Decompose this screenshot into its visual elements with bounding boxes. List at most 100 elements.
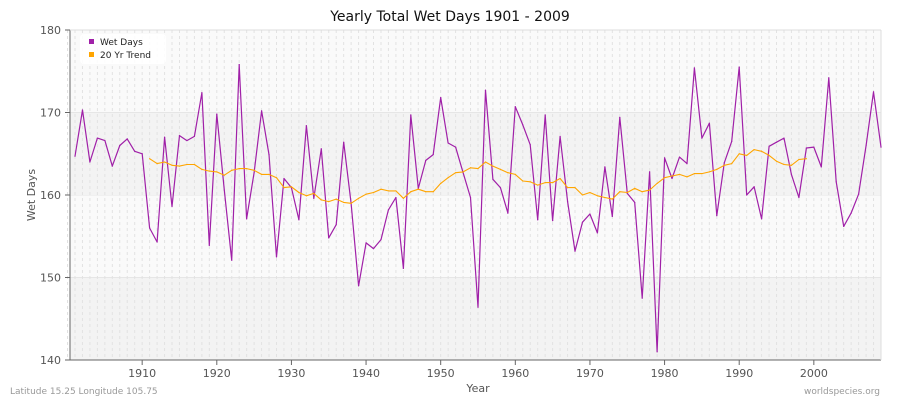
trend-point bbox=[208, 170, 210, 172]
trend-point bbox=[686, 176, 688, 178]
x-tick-label: 1930 bbox=[277, 367, 305, 380]
wet-days-point bbox=[469, 196, 472, 199]
y-axis-label: Wet Days bbox=[25, 169, 38, 222]
wet-days-point bbox=[372, 248, 375, 250]
wet-days-point bbox=[566, 201, 569, 203]
wet-days-point bbox=[641, 297, 643, 299]
y-tick-label: 180 bbox=[40, 24, 61, 37]
trend-point bbox=[768, 154, 770, 156]
wet-days-point bbox=[790, 173, 793, 175]
wet-days-point bbox=[760, 218, 763, 220]
trend-point bbox=[529, 181, 531, 183]
wet-days-point bbox=[753, 186, 755, 188]
trend-point bbox=[790, 164, 793, 166]
trend-point bbox=[581, 194, 584, 196]
trend-point bbox=[723, 164, 725, 166]
y-tick-label: 150 bbox=[40, 272, 61, 285]
wet-days-point bbox=[843, 225, 845, 227]
trend-point bbox=[320, 199, 322, 201]
wet-days-point bbox=[163, 136, 166, 138]
wet-days-point bbox=[298, 219, 300, 221]
trend-point bbox=[328, 201, 330, 203]
trend-point bbox=[350, 202, 352, 204]
wet-days-point bbox=[835, 181, 837, 183]
trend-point bbox=[372, 191, 375, 194]
trend-point bbox=[201, 168, 203, 171]
trend-point bbox=[544, 182, 546, 184]
legend-swatch-trend bbox=[89, 52, 94, 57]
trend-point bbox=[156, 163, 158, 165]
wet-days-point bbox=[678, 156, 681, 158]
trend-point bbox=[708, 171, 710, 173]
wet-days-point bbox=[626, 192, 628, 194]
wet-days-point bbox=[365, 242, 367, 244]
wet-days-point bbox=[328, 237, 330, 239]
wet-days-point bbox=[432, 153, 434, 156]
wet-days-point bbox=[74, 155, 76, 157]
trend-point bbox=[499, 168, 501, 171]
trend-point bbox=[701, 172, 703, 175]
wet-days-point bbox=[731, 140, 733, 142]
trend-point bbox=[231, 169, 233, 171]
wet-days-point bbox=[507, 212, 509, 214]
trend-point bbox=[171, 164, 173, 166]
wet-days-point bbox=[686, 163, 688, 165]
wet-days-point bbox=[268, 153, 270, 156]
wet-days-point bbox=[581, 221, 584, 223]
trend-point bbox=[649, 189, 651, 191]
x-tick-label: 1940 bbox=[352, 367, 380, 380]
wet-days-point bbox=[589, 213, 591, 215]
wet-days-point bbox=[305, 125, 307, 127]
wet-days-point bbox=[693, 67, 696, 69]
wet-days-point bbox=[104, 139, 106, 142]
background-band bbox=[70, 277, 881, 360]
wet-days-point bbox=[514, 106, 516, 108]
trend-point bbox=[746, 154, 748, 156]
wet-days-point bbox=[89, 161, 91, 163]
wet-days-point bbox=[440, 97, 442, 99]
footer-source: worldspecies.org bbox=[804, 387, 880, 397]
wet-days-point bbox=[387, 209, 390, 211]
trend-point bbox=[678, 173, 681, 175]
trend-point bbox=[298, 191, 300, 194]
wet-days-point bbox=[156, 241, 158, 243]
wet-days-point bbox=[783, 137, 785, 139]
wet-days-point bbox=[574, 250, 576, 252]
wet-days-point bbox=[865, 144, 867, 147]
wet-days-point bbox=[671, 177, 673, 180]
wet-days-point bbox=[357, 285, 360, 287]
trend-point bbox=[395, 190, 397, 192]
trend-point bbox=[716, 168, 718, 171]
trend-point bbox=[484, 161, 487, 163]
wet-days-point bbox=[499, 186, 501, 189]
trend-point bbox=[253, 169, 255, 171]
wet-days-point bbox=[171, 205, 173, 208]
wet-days-point bbox=[81, 109, 84, 111]
trend-point bbox=[380, 188, 382, 190]
wet-days-point bbox=[313, 197, 315, 199]
trend-point bbox=[574, 186, 576, 189]
trend-point bbox=[477, 168, 479, 170]
trend-point bbox=[178, 165, 181, 167]
trend-point bbox=[246, 168, 248, 170]
wet-days-point bbox=[880, 146, 882, 148]
wet-days-point bbox=[746, 194, 748, 196]
wet-days-point bbox=[253, 172, 255, 174]
wet-days-point bbox=[701, 137, 703, 139]
wet-days-point bbox=[723, 162, 725, 164]
footer-location: Latitude 15.25 Longitude 105.75 bbox=[10, 387, 158, 397]
x-axis-label: Year bbox=[465, 382, 490, 395]
wet-days-point bbox=[223, 189, 225, 191]
trend-point bbox=[432, 191, 434, 193]
wet-days-point bbox=[141, 153, 143, 155]
wet-days-point bbox=[395, 196, 397, 199]
wet-days-point bbox=[320, 148, 322, 150]
trend-point bbox=[313, 192, 315, 194]
trend-point bbox=[260, 173, 263, 175]
trend-point bbox=[216, 171, 218, 173]
trend-point bbox=[275, 177, 278, 179]
trend-point bbox=[634, 187, 636, 189]
wet-days-point bbox=[619, 116, 621, 119]
x-tick-label: 1990 bbox=[725, 367, 753, 380]
trend-point bbox=[186, 163, 188, 166]
